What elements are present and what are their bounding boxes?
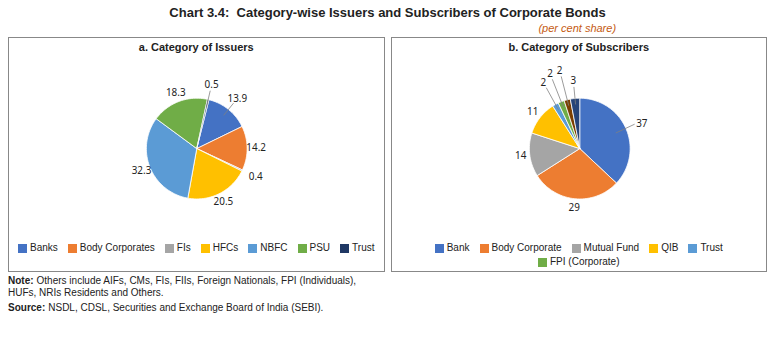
- html-text:FIs: FIs: [176, 242, 191, 254]
- html-text:(per cent share): (per cent share): [538, 22, 617, 34]
- svg-text:20.5: 20.5: [214, 194, 234, 208]
- svg-text:18.3: 18.3: [166, 85, 186, 99]
- svg-text:14: 14: [515, 148, 527, 162]
- svg-text:2: 2: [556, 63, 562, 77]
- svg-text:0.5: 0.5: [205, 77, 219, 91]
- html-text:NBFC: NBFC: [260, 242, 288, 254]
- html-text:b. Category of Subscribers: b. Category of Subscribers: [508, 41, 649, 53]
- html-text:FPI (Corporate): FPI (Corporate): [550, 256, 620, 268]
- svg-text:29: 29: [568, 200, 580, 214]
- html-text:Trust: Trust: [700, 242, 723, 254]
- html-text:Body Corporate: Body Corporate: [491, 242, 562, 254]
- svg-text:32.3: 32.3: [132, 163, 152, 177]
- svg-text:0.4: 0.4: [249, 169, 263, 183]
- html-text:Trust: Trust: [352, 242, 375, 254]
- html-text:Body Corporates: Body Corporates: [79, 242, 155, 254]
- html-text:Note: Others include AIFs, CMs: Note: Others include AIFs, CMs, FIs, FII…: [8, 275, 357, 299]
- html-text:Source: NSDL, CDSL, Securities: Source: NSDL, CDSL, Securities and Excha…: [8, 302, 324, 314]
- html-text:HFCs: HFCs: [212, 242, 239, 254]
- svg-text:11: 11: [527, 104, 538, 118]
- svg-text:2: 2: [540, 75, 546, 89]
- html-text:Banks: Banks: [30, 242, 58, 254]
- html-text:Bank: Bank: [446, 242, 470, 254]
- html-text:QIB: QIB: [661, 242, 679, 254]
- html-text:Mutual Fund: Mutual Fund: [583, 242, 640, 254]
- svg-text:37: 37: [636, 116, 648, 130]
- html-text:PSU: PSU: [309, 242, 331, 254]
- html-text:a. Category of Issuers: a. Category of Issuers: [138, 41, 254, 53]
- svg-text:2: 2: [547, 66, 553, 80]
- svg-text:14.2: 14.2: [246, 140, 266, 154]
- svg-text:3: 3: [570, 73, 576, 87]
- html-text:Chart 3.4: Category-wise Issue: Chart 3.4: Category-wise Issuers and Sub…: [169, 5, 606, 20]
- svg-text:13.9: 13.9: [228, 91, 248, 105]
